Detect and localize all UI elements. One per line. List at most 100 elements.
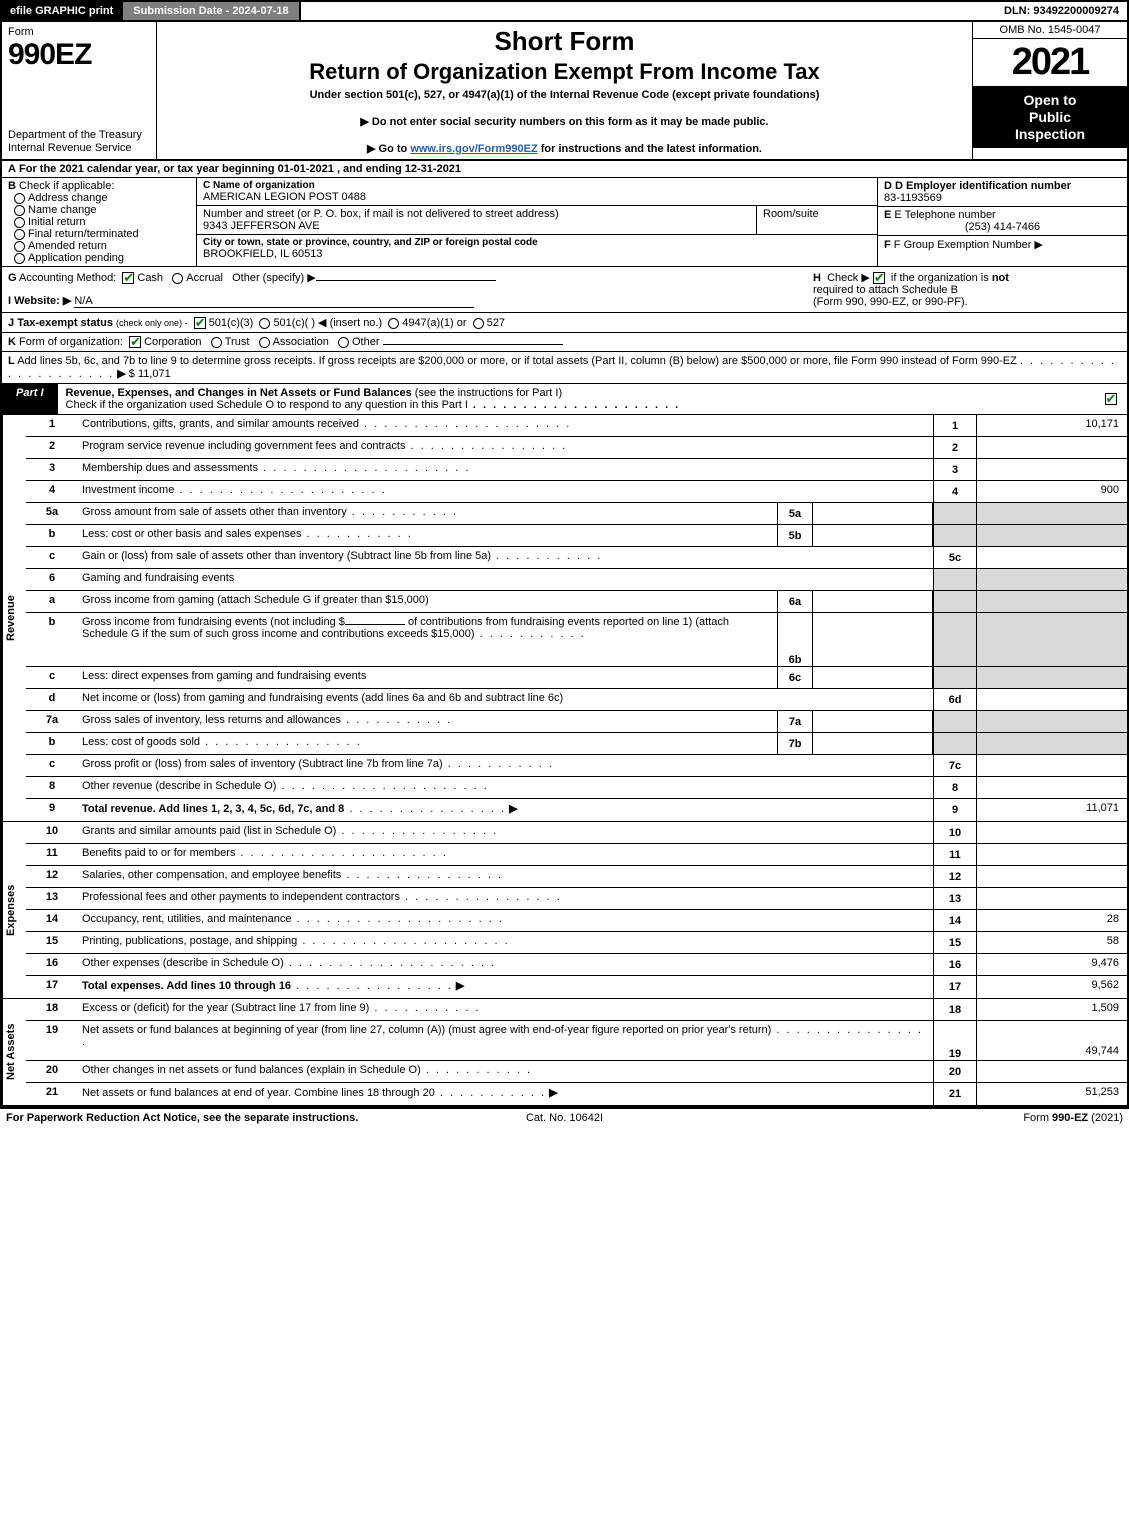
telephone-row: E E Telephone number (253) 414-7466 xyxy=(878,207,1127,236)
line-10: 10 Grants and similar amounts paid (list… xyxy=(26,822,1127,844)
room-label: Room/suite xyxy=(763,208,871,220)
line-3: 3 Membership dues and assessments 3 xyxy=(26,459,1127,481)
chk-application-pending[interactable]: Application pending xyxy=(14,252,190,264)
chk-501c[interactable] xyxy=(259,318,270,329)
efile-print-button[interactable]: efile GRAPHIC print xyxy=(2,2,121,20)
chk-initial-return[interactable]: Initial return xyxy=(14,216,190,228)
chk-accrual[interactable] xyxy=(172,273,183,284)
org-name-row: C Name of organization AMERICAN LEGION P… xyxy=(197,178,877,206)
topbar-spacer xyxy=(301,2,996,20)
address-row: Number and street (or P. O. box, if mail… xyxy=(197,206,877,235)
chk-final-return[interactable]: Final return/terminated xyxy=(14,228,190,240)
chk-4947[interactable] xyxy=(388,318,399,329)
g-cash: Cash xyxy=(137,272,163,284)
chk-trust[interactable] xyxy=(211,337,222,348)
lead-k: K xyxy=(8,336,16,348)
line-5b: b Less: cost or other basis and sales ex… xyxy=(26,525,1127,547)
line-5c: c Gain or (loss) from sale of assets oth… xyxy=(26,547,1127,569)
header-right: OMB No. 1545-0047 2021 Open to Public In… xyxy=(972,22,1127,159)
header-center: Short Form Return of Organization Exempt… xyxy=(157,22,972,159)
line-20: 20 Other changes in net assets or fund b… xyxy=(26,1061,1127,1083)
k-other-line[interactable] xyxy=(383,344,563,345)
j-sub: (check only one) - xyxy=(116,318,188,328)
row-i: I Website: ▶ N/A xyxy=(8,294,801,308)
lead-l: L xyxy=(8,355,15,367)
note-link-wrap: ▶ Go to www.irs.gov/Form990EZ for instru… xyxy=(167,142,962,155)
page-footer: For Paperwork Reduction Act Notice, see … xyxy=(0,1109,1129,1127)
row-a-tax-year: A For the 2021 calendar year, or tax yea… xyxy=(2,161,1127,178)
row-g-i-left: G Accounting Method: Cash Accrual Other … xyxy=(2,267,807,312)
note2-post: for instructions and the latest informat… xyxy=(538,143,762,155)
h-text2: if the organization is xyxy=(891,272,989,284)
top-bar: efile GRAPHIC print Submission Date - 20… xyxy=(2,2,1127,22)
line-8: 8 Other revenue (describe in Schedule O)… xyxy=(26,777,1127,799)
line-18: 18 Excess or (deficit) for the year (Sub… xyxy=(26,999,1127,1021)
i-label: Website: ▶ xyxy=(14,295,71,307)
ein-value: 83-1193569 xyxy=(884,192,1121,204)
h-text4: (Form 990, 990-EZ, or 990-PF). xyxy=(813,296,968,308)
row-h: H Check ▶ if the organization is not req… xyxy=(807,267,1127,312)
line-9: 9 Total revenue. Add lines 1, 2, 3, 4, 5… xyxy=(26,799,1127,821)
column-b: B Check if applicable: Address change Na… xyxy=(2,178,197,266)
line-14: 14 Occupancy, rent, utilities, and maint… xyxy=(26,910,1127,932)
irs-link[interactable]: www.irs.gov/Form990EZ xyxy=(410,143,537,155)
line-7a: 7a Gross sales of inventory, less return… xyxy=(26,711,1127,733)
form-header: Form 990EZ Department of the Treasury In… xyxy=(2,22,1127,161)
k-opt2: Association xyxy=(273,336,329,348)
chk-527[interactable] xyxy=(473,318,484,329)
tax-year: 2021 xyxy=(973,39,1127,86)
open-to-public: Open to Public Inspection xyxy=(973,86,1127,148)
k-opt1: Trust xyxy=(225,336,250,348)
chk-other-org[interactable] xyxy=(338,337,349,348)
line-1: 1 Contributions, gifts, grants, and simi… xyxy=(26,415,1127,437)
chk-501c3[interactable] xyxy=(194,317,206,329)
chk-schedule-b[interactable] xyxy=(873,272,885,284)
chk-address-change[interactable]: Address change xyxy=(14,192,190,204)
6b-amount-blank[interactable] xyxy=(345,624,405,625)
form-word: Form xyxy=(8,26,150,38)
lead-g: G xyxy=(8,272,17,284)
line-16: 16 Other expenses (describe in Schedule … xyxy=(26,954,1127,976)
submission-date: Submission Date - 2024-07-18 xyxy=(121,2,300,20)
omb-number: OMB No. 1545-0047 xyxy=(973,22,1127,39)
line-11: 11 Benefits paid to or for members 11 xyxy=(26,844,1127,866)
lead-b: B xyxy=(8,180,16,192)
chk-name-change[interactable]: Name change xyxy=(14,204,190,216)
line-17: 17 Total expenses. Add lines 10 through … xyxy=(26,976,1127,998)
addr-label: Number and street (or P. O. box, if mail… xyxy=(203,208,750,220)
j-opt2: 501(c)( ) ◀ (insert no.) xyxy=(273,317,382,329)
lead-a: A xyxy=(8,163,16,175)
short-form-title: Short Form xyxy=(167,26,962,57)
dln-number: DLN: 93492200009274 xyxy=(996,2,1127,20)
net-assets-lines: 18 Excess or (deficit) for the year (Sub… xyxy=(26,999,1127,1105)
chk-amended-return[interactable]: Amended return xyxy=(14,240,190,252)
department-label: Department of the Treasury Internal Reve… xyxy=(8,129,150,155)
row-a-text: For the 2021 calendar year, or tax year … xyxy=(19,163,461,175)
h-text1: Check ▶ xyxy=(827,272,870,284)
line-13: 13 Professional fees and other payments … xyxy=(26,888,1127,910)
h-text3: required to attach Schedule B xyxy=(813,284,958,296)
chk-schedule-o-part1[interactable] xyxy=(1105,393,1117,405)
city-value: BROOKFIELD, IL 60513 xyxy=(203,248,871,260)
ein-row: D D Employer identification number 83-11… xyxy=(878,178,1127,207)
j-label: Tax-exempt status xyxy=(17,317,113,329)
lead-d: D xyxy=(884,180,892,192)
form-subtitle: Under section 501(c), 527, or 4947(a)(1)… xyxy=(167,89,962,101)
column-c: C Name of organization AMERICAN LEGION P… xyxy=(197,178,877,266)
chk-corporation[interactable] xyxy=(129,336,141,348)
j-opt3: 4947(a)(1) or xyxy=(402,317,466,329)
part-i-tab: Part I xyxy=(2,384,58,414)
chk-association[interactable] xyxy=(259,337,270,348)
l-amount: $ 11,071 xyxy=(129,368,171,380)
chk-cash[interactable] xyxy=(122,272,134,284)
line-4: 4 Investment income 4 900 xyxy=(26,481,1127,503)
net-assets-section: Net Assets 18 Excess or (deficit) for th… xyxy=(2,999,1127,1107)
line-12: 12 Salaries, other compensation, and emp… xyxy=(26,866,1127,888)
k-opt0: Corporation xyxy=(144,336,201,348)
g-other-line[interactable] xyxy=(316,280,496,281)
city-row: City or town, state or province, country… xyxy=(197,235,877,262)
header-left: Form 990EZ Department of the Treasury In… xyxy=(2,22,157,159)
expenses-section: Expenses 10 Grants and similar amounts p… xyxy=(2,822,1127,999)
lead-h: H xyxy=(813,272,821,284)
ein-label: D Employer identification number xyxy=(895,180,1071,192)
